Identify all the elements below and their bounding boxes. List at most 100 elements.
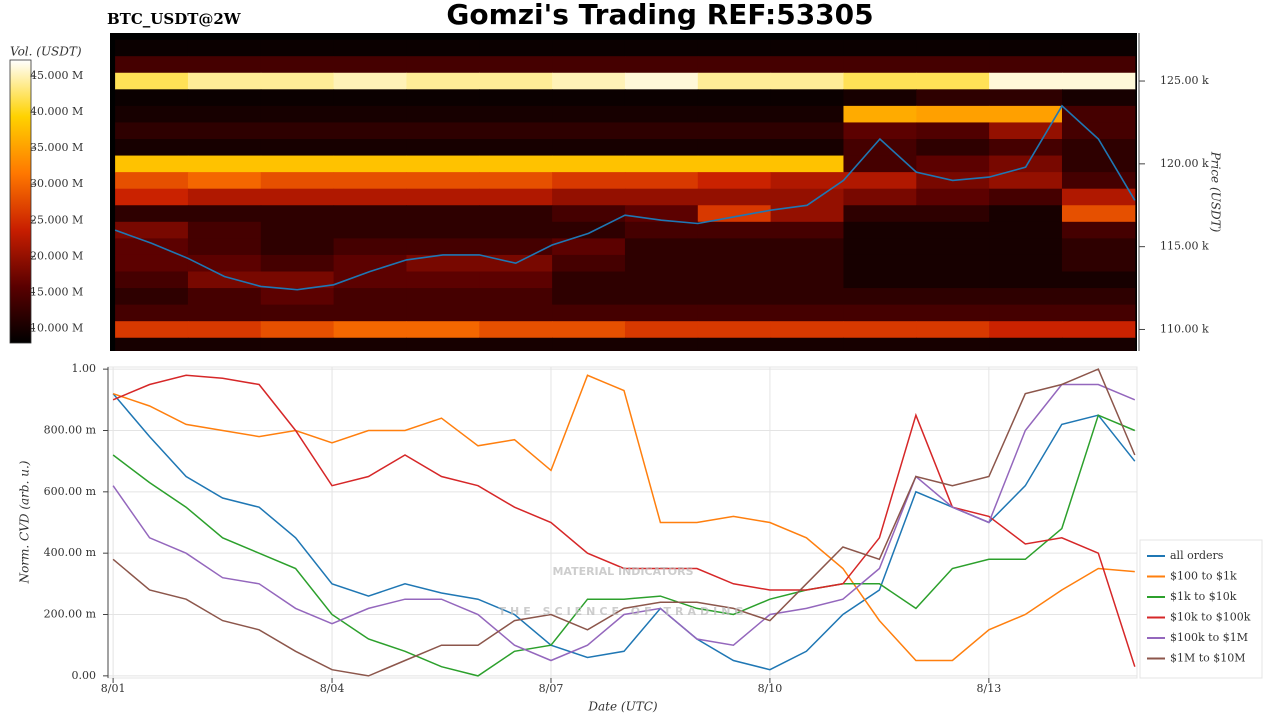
heatmap-cell <box>1061 72 1136 90</box>
heatmap-cell <box>115 254 189 272</box>
colorbar-tick-label: 35.000 M <box>30 141 83 154</box>
heatmap-cell <box>624 139 699 157</box>
heatmap-cell <box>333 271 407 289</box>
heatmap-cell <box>187 321 262 339</box>
heatmap-cell <box>770 89 844 107</box>
colorbar-tick-label: 40.000 M <box>30 105 83 118</box>
legend-label: $100k to $1M <box>1170 631 1248 644</box>
heatmap-cell <box>115 288 189 306</box>
heatmap-cell <box>697 72 772 90</box>
heatmap-cell <box>552 39 626 57</box>
heatmap-cell <box>916 238 990 256</box>
heatmap-cell <box>989 238 1063 256</box>
heatmap-cell <box>624 238 699 256</box>
colorbar-label: Vol. (USDT) <box>10 45 82 59</box>
heatmap-cell <box>697 139 772 157</box>
legend-label: $10k to $100k <box>1170 611 1251 624</box>
heatmap-cell <box>770 221 844 239</box>
x-tick-label: 8/07 <box>539 682 564 695</box>
heatmap-cell <box>989 337 1063 351</box>
heatmap-cell <box>624 271 699 289</box>
cvd-line <box>112 374 1136 667</box>
cvd-panel: 0.00 200.00 m 400.00 m 600.00 m 800.00 m 1.00… <box>44 362 1263 695</box>
heatmap-cell <box>406 105 480 123</box>
heatmap-cell <box>697 188 772 206</box>
heatmap-cell <box>260 271 335 289</box>
heatmap-cell <box>1061 238 1136 256</box>
heatmap-cell <box>916 72 990 90</box>
heatmap-cell <box>479 139 553 157</box>
heatmap-cell <box>260 105 335 123</box>
heatmap-cell <box>624 304 699 322</box>
heatmap-cell <box>624 89 699 107</box>
heatmap-cell <box>187 56 262 74</box>
heatmap-cell <box>989 155 1063 173</box>
heatmap-cell <box>770 172 844 190</box>
heatmap-cell <box>260 254 335 272</box>
heatmap-cell <box>333 205 407 223</box>
heatmap-cell <box>115 205 189 223</box>
heatmap-cell <box>552 72 626 90</box>
heatmap-cell <box>479 172 553 190</box>
heatmap-cell <box>187 139 262 157</box>
heatmap-cell <box>697 205 772 223</box>
heatmap-cell <box>406 188 480 206</box>
heatmap-cell <box>260 122 335 140</box>
heatmap-cell <box>406 139 480 157</box>
heatmap-cell <box>406 221 480 239</box>
heatmap-cell <box>916 155 990 173</box>
heatmap-cell <box>187 105 262 123</box>
heatmap-cell <box>989 321 1063 339</box>
heatmap-cell <box>260 188 335 206</box>
heatmap-cell <box>1061 39 1136 57</box>
heatmap-cell <box>406 321 480 339</box>
series-lines <box>112 368 1136 677</box>
heatmap-cell <box>333 105 407 123</box>
cvd-line <box>112 383 1136 662</box>
heatmap-cell <box>989 105 1063 123</box>
heatmap-cell <box>479 39 553 57</box>
y-tick-label: 1.00 <box>72 362 97 375</box>
heatmap-cell <box>406 122 480 140</box>
heatmap-cell <box>916 39 990 57</box>
heatmap-cell <box>843 337 917 351</box>
heatmap-cell <box>552 172 626 190</box>
heatmap-cell <box>697 56 772 74</box>
heatmap-cell <box>989 72 1063 90</box>
heatmap-cell <box>843 139 917 157</box>
heatmap-cell <box>916 122 990 140</box>
y-tick-label: 0.00 <box>72 669 97 682</box>
heatmap-cell <box>770 321 844 339</box>
heatmap-cell <box>843 205 917 223</box>
heatmap-cell <box>260 172 335 190</box>
heatmap-cell <box>115 155 189 173</box>
heatmap-cell <box>989 271 1063 289</box>
heatmap-cell <box>843 271 917 289</box>
heatmap-cell <box>989 205 1063 223</box>
heatmap-cell <box>697 271 772 289</box>
heatmap-cell <box>115 321 189 339</box>
y-tick-label: 400.00 m <box>44 546 97 559</box>
heatmap-cell <box>697 122 772 140</box>
heatmap-cells <box>110 33 1137 351</box>
legend-box <box>1139 539 1263 679</box>
heatmap-cell <box>916 205 990 223</box>
heatmap-cell <box>1061 122 1136 140</box>
heatmap-cell <box>624 221 699 239</box>
colorbar-tick-label: 20.000 M <box>30 249 83 262</box>
heatmap-cell <box>624 72 699 90</box>
heatmap-cell <box>624 122 699 140</box>
heatmap-cell <box>770 288 844 306</box>
heatmap-cell <box>552 221 626 239</box>
cvd-line <box>112 414 1136 677</box>
plot-frame <box>107 366 1138 679</box>
heatmap-cell <box>916 321 990 339</box>
heatmap-cell <box>843 89 917 107</box>
heatmap-cell <box>843 155 917 173</box>
heatmap-cell <box>333 155 407 173</box>
heatmap-cell <box>260 205 335 223</box>
heatmap-cell <box>1061 337 1136 351</box>
heatmap-cell <box>260 221 335 239</box>
heatmap-cell <box>479 188 553 206</box>
legend-label: $1M to $10M <box>1170 652 1246 665</box>
